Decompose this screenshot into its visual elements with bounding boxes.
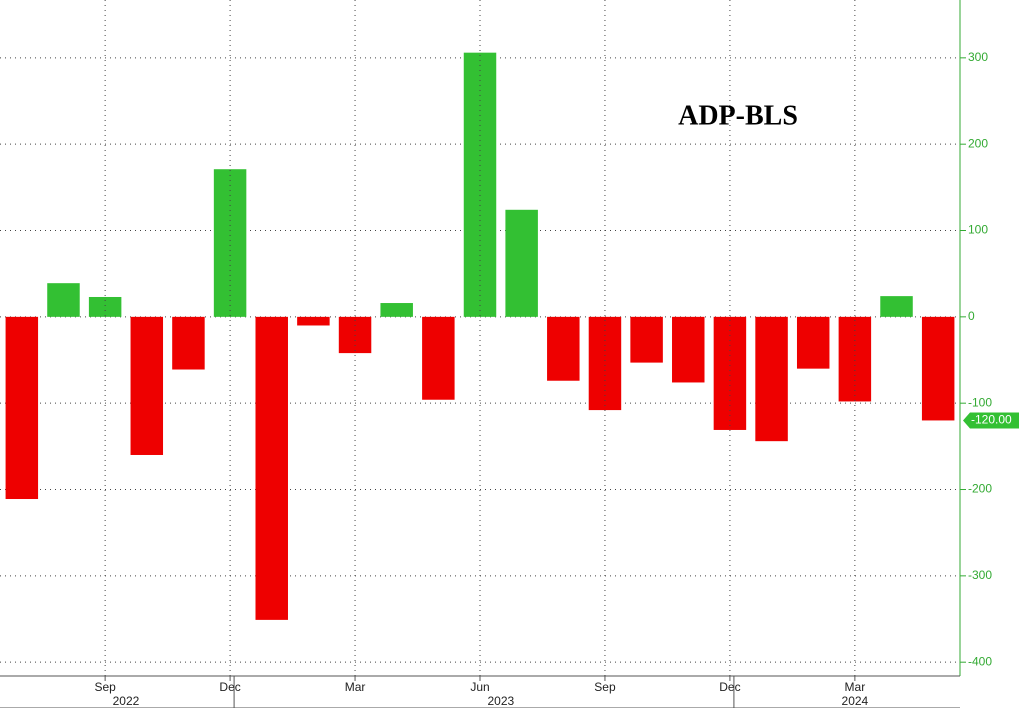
bar: [796, 316, 830, 369]
y-tick-label: -400: [968, 654, 992, 668]
x-tick-label: Dec: [219, 680, 240, 694]
x-tick-label: Sep: [594, 680, 616, 694]
x-tick-label: Sep: [94, 680, 116, 694]
bar: [838, 316, 872, 402]
last-value-label: -120.00: [971, 413, 1012, 427]
y-tick-label: 100: [968, 223, 988, 237]
last-value-tag: [963, 412, 1019, 429]
bar: [505, 209, 538, 317]
bar: [880, 296, 913, 317]
x-year-label: 2024: [842, 694, 869, 708]
bar: [130, 316, 164, 455]
x-tick-label: Mar: [845, 680, 866, 694]
y-tick-label: 0: [968, 309, 975, 323]
bar: [5, 316, 39, 500]
x-tick-label: Jun: [470, 680, 489, 694]
y-tick-label: -300: [968, 568, 992, 582]
bar: [921, 316, 955, 421]
bar: [672, 316, 705, 383]
bar: [630, 316, 663, 363]
chart-title: ADP-BLS: [678, 100, 798, 131]
bar: [547, 316, 580, 381]
bar: [338, 316, 372, 354]
x-tick-label: Mar: [345, 680, 366, 694]
bar: [588, 316, 622, 411]
y-tick-label: 200: [968, 136, 988, 150]
bar: [422, 316, 455, 400]
x-year-label: 2023: [487, 694, 514, 708]
x-year-label: 2022: [113, 694, 140, 708]
bar: [172, 316, 205, 370]
bar: [88, 296, 122, 317]
y-tick-label: -100: [968, 395, 992, 409]
bar: [297, 316, 330, 326]
y-tick-label: -200: [968, 482, 992, 496]
x-tick-label: Dec: [719, 680, 740, 694]
bar: [713, 316, 747, 430]
bar: [213, 169, 247, 317]
bar: [255, 316, 288, 620]
bar: [47, 283, 80, 317]
bar: [380, 303, 413, 317]
y-tick-label: 300: [968, 50, 988, 64]
bar: [755, 316, 788, 442]
bar: [463, 52, 497, 317]
